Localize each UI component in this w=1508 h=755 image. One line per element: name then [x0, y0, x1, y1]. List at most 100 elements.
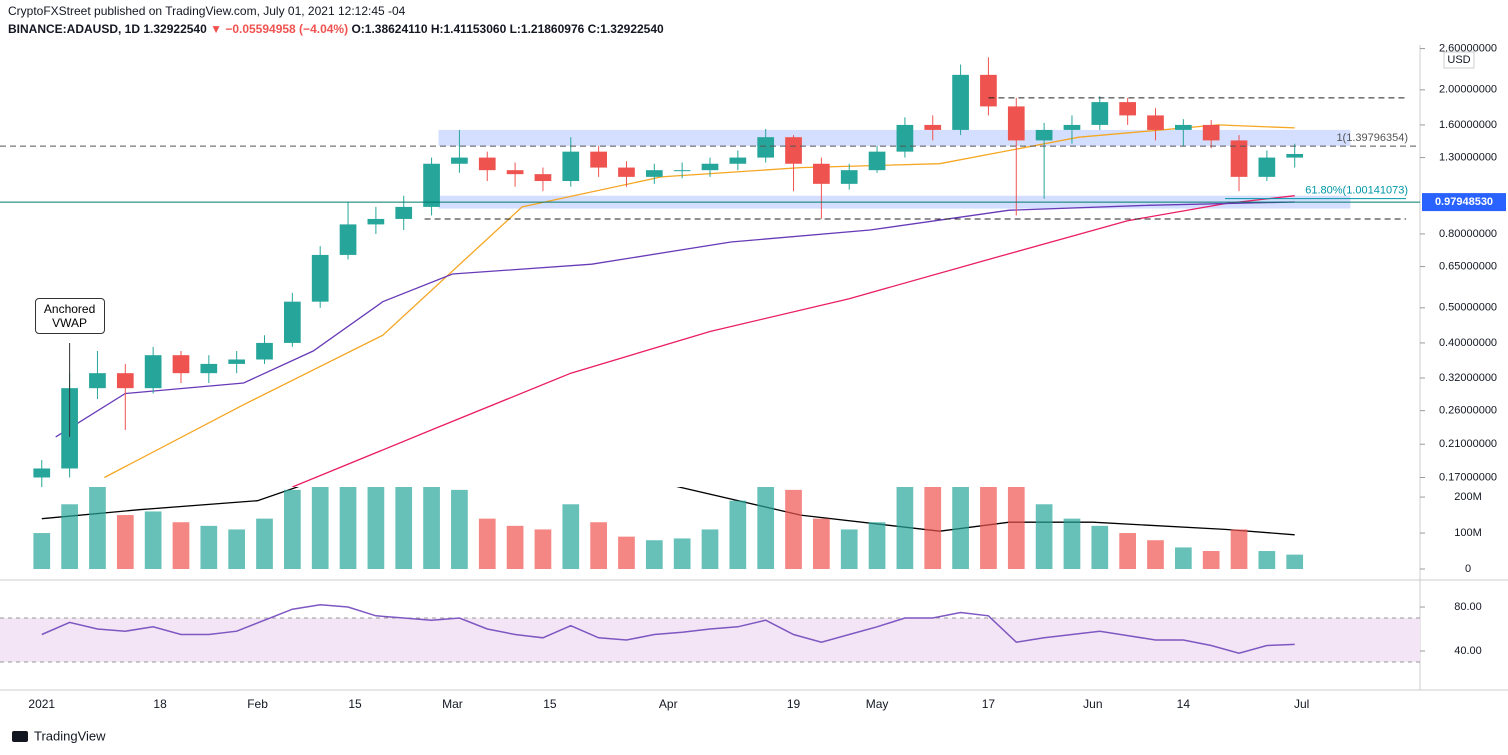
volume-bar [1147, 540, 1164, 570]
candle-body [144, 355, 162, 389]
candle-body [1202, 124, 1220, 141]
candle-body [645, 170, 663, 177]
candle-body [1091, 102, 1109, 125]
overlay-line [55, 201, 1295, 438]
candle-body [1007, 106, 1025, 141]
unit-box [1443, 51, 1475, 69]
volume-bar [1119, 533, 1136, 570]
candle-body [1035, 129, 1053, 141]
volume-bar [618, 536, 635, 570]
volume-bar [1230, 529, 1248, 570]
volume-bar [1202, 551, 1220, 570]
volume-bar [284, 489, 301, 570]
candle-body [339, 224, 357, 255]
panel [33, 57, 1351, 487]
volume-bar [1286, 554, 1304, 570]
candle-body [89, 373, 106, 389]
y-tick-label: 0.17000000 [1439, 471, 1497, 483]
y-tick-label: 1.30000000 [1439, 151, 1497, 163]
x-tick-label: Mar [442, 697, 463, 711]
x-tick-label: 15 [543, 697, 557, 711]
level-label: 1(1.39796354) [1336, 132, 1408, 144]
candle-body [1258, 157, 1276, 177]
candle-body [311, 254, 329, 302]
candle-body [395, 206, 413, 219]
candle-body [673, 170, 691, 172]
x-tick-label: Feb [247, 697, 268, 711]
y-tick-label: 80.00 [1454, 601, 1482, 613]
rsi-line [41, 604, 1295, 654]
candle-body [590, 151, 607, 168]
volume-bar [980, 487, 997, 570]
candle-body [924, 124, 942, 130]
candle-body [1174, 124, 1192, 130]
y-tick-label: 2.00000000 [1439, 84, 1497, 96]
volume-bar [256, 518, 273, 570]
volume-bar [785, 489, 802, 570]
candle-body [868, 151, 886, 171]
volume-bar [1063, 518, 1081, 570]
candle-body [729, 157, 747, 164]
y-tick-label: 0 [1465, 563, 1471, 575]
volume-bar [506, 525, 524, 570]
y-tick-label: 0.80000000 [1439, 228, 1497, 240]
x-tick-label: 19 [787, 697, 801, 711]
candle-body [980, 74, 997, 107]
candle-body [284, 301, 301, 343]
y-tick-label: 200M [1454, 491, 1482, 503]
volume-bar [952, 487, 969, 570]
symbol-line: BINANCE:ADAUSD, 1D 1.32922540 ▼ −0.05594… [8, 22, 664, 36]
volume-bar [813, 518, 830, 570]
volume-bar [868, 522, 886, 570]
symbol: BINANCE:ADAUSD, 1D [8, 22, 141, 36]
y-tick-label: 0.21000000 [1439, 438, 1497, 450]
candle-body [33, 468, 51, 478]
volume-bar [757, 487, 775, 570]
candle-body [116, 373, 134, 389]
candle-body [813, 163, 830, 184]
x-tick-label: 15 [348, 697, 362, 711]
y-tick-label: 2.60000000 [1439, 42, 1497, 54]
publisher: CryptoFXStreet published on TradingView.… [8, 4, 406, 18]
x-tick-label: Apr [659, 697, 678, 711]
panel [0, 604, 1420, 663]
volume-bar [729, 500, 747, 570]
price-tag-label: 0.97948530 [1435, 196, 1493, 208]
candle-body [757, 137, 775, 158]
ohlc: O:1.38624110 H:1.41153060 L:1.21860976 C… [351, 22, 664, 36]
volume-bar [1007, 487, 1025, 570]
logo [12, 731, 28, 742]
volume-bar [645, 540, 663, 570]
candle-body [562, 151, 580, 182]
candle-body [534, 174, 552, 182]
candle-body [423, 163, 440, 207]
annotation: Anchored VWAP [34, 298, 105, 334]
volume-bar [116, 515, 134, 570]
last-price: 1.32922540 [143, 22, 207, 36]
x-tick-label: 18 [153, 697, 167, 711]
candle-body [256, 342, 273, 360]
rsi-band [0, 618, 1420, 662]
y-tick-label: 0.32000000 [1439, 372, 1497, 384]
level-label: 61.80%(1.00141073) [1305, 185, 1408, 197]
candle-body [952, 74, 969, 130]
volume-bar [423, 487, 440, 570]
candle-body [618, 167, 635, 177]
candle-body [1147, 115, 1164, 130]
x-tick-label: 2021 [28, 697, 55, 711]
y-tick-label: 0.65000000 [1439, 260, 1497, 272]
volume-bar [311, 487, 329, 570]
brand: TradingView [34, 728, 106, 743]
volume-bar [172, 522, 190, 570]
candle-body [506, 170, 524, 175]
y-tick-label: 1.60000000 [1439, 119, 1497, 131]
y-tick-label: 0.40000000 [1439, 337, 1497, 349]
volume-bar [590, 522, 607, 570]
volume-bar [89, 487, 106, 570]
candle-body [172, 355, 190, 374]
candle-body [1063, 124, 1081, 130]
change: ▼ −0.05594958 (−4.04%) [210, 22, 349, 36]
y-tick-label: 100M [1454, 527, 1482, 539]
